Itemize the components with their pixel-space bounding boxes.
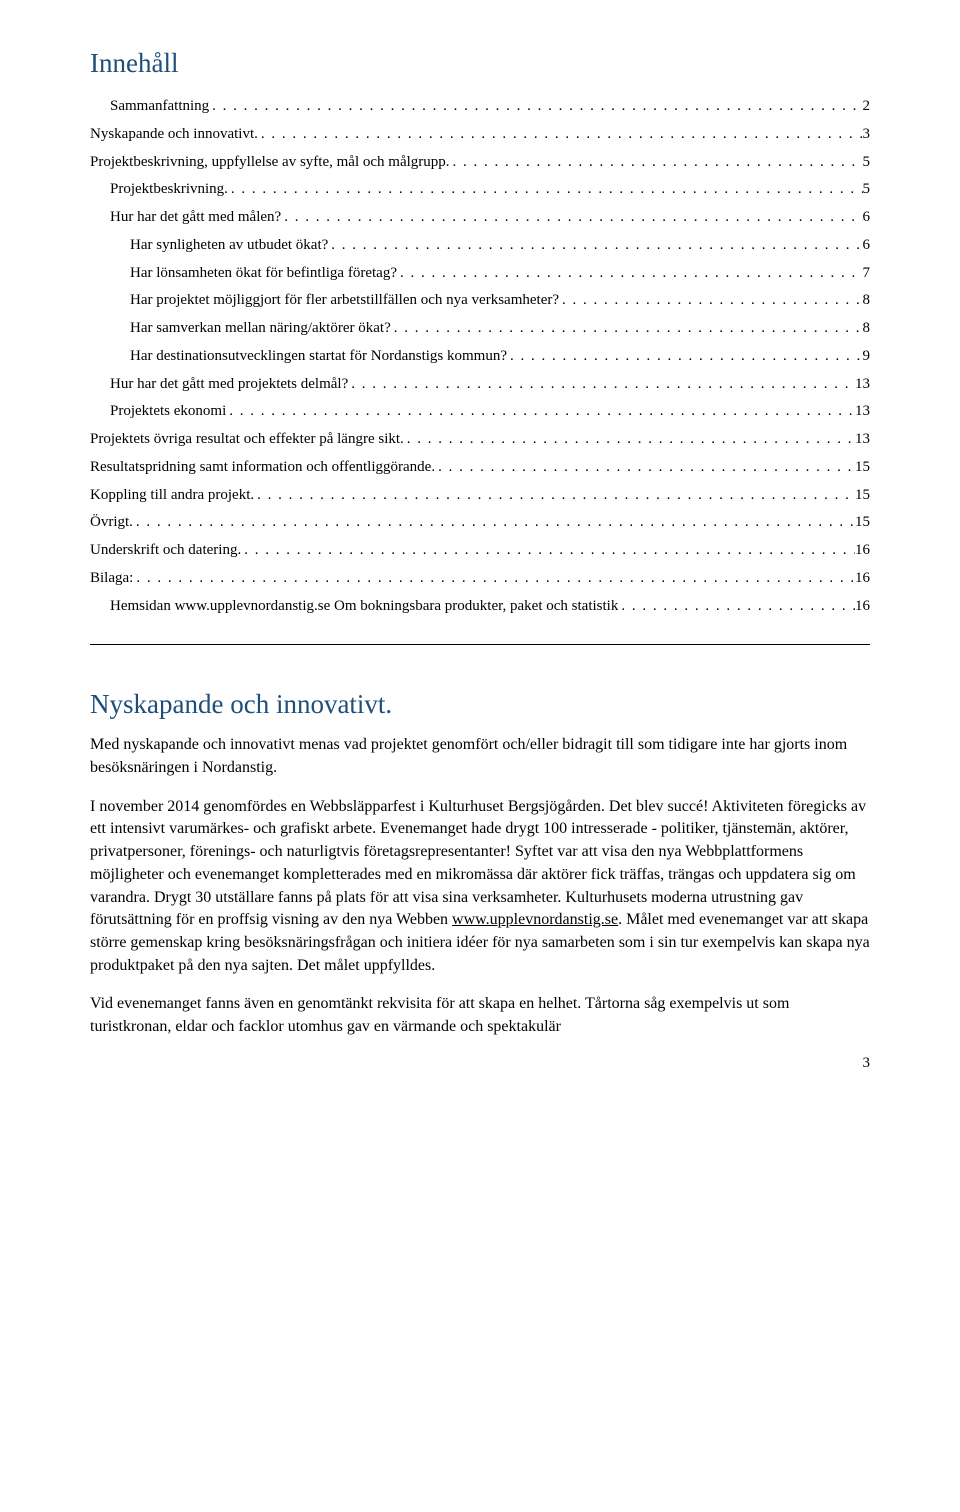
toc-entry-label: Har projektet möjliggjort för fler arbet…: [130, 287, 559, 315]
toc-entry[interactable]: Har lönsamheten ökat för befintliga före…: [90, 260, 870, 288]
toc-entry[interactable]: Har destinationsutvecklingen startat för…: [90, 343, 870, 371]
toc-entry-label: Bilaga:: [90, 565, 133, 593]
toc-entry-page: 9: [863, 343, 871, 371]
toc-entry[interactable]: Sammanfattning . . . . . . . . . . . . .…: [90, 93, 870, 121]
toc-entry-label: Projektbeskrivning.: [110, 176, 228, 204]
toc-entry[interactable]: Projektbeskrivning. . . . . . . . . . . …: [90, 176, 870, 204]
toc-entry-page: 3: [863, 121, 871, 149]
toc-entry-page: 6: [863, 204, 871, 232]
toc-entry-leader: . . . . . . . . . . . . . . . . . . . . …: [618, 593, 855, 621]
toc-entry-page: 7: [863, 260, 871, 288]
toc-entry[interactable]: Hur har det gått med målen? . . . . . . …: [90, 204, 870, 232]
toc-entry-page: 5: [863, 176, 871, 204]
toc-entry-leader: . . . . . . . . . . . . . . . . . . . . …: [133, 509, 855, 537]
toc-entry-label: Nyskapande och innovativt.: [90, 121, 258, 149]
toc-entry-label: Har lönsamheten ökat för befintliga före…: [130, 260, 397, 288]
toc-entry[interactable]: Resultatspridning samt information och o…: [90, 454, 870, 482]
toc-entry[interactable]: Har projektet möjliggjort för fler arbet…: [90, 287, 870, 315]
toc-entry-page: 16: [855, 593, 870, 621]
toc-entry-page: 16: [855, 537, 870, 565]
toc-entry-page: 6: [863, 232, 871, 260]
toc-entry-page: 15: [855, 482, 870, 510]
toc-entry-label: Projektets övriga resultat och effekter …: [90, 426, 404, 454]
page-number: 3: [90, 1055, 870, 1072]
toc-entry-leader: . . . . . . . . . . . . . . . . . . . . …: [507, 343, 863, 371]
toc-entry[interactable]: Underskrift och datering. . . . . . . . …: [90, 537, 870, 565]
toc-entry-page: 15: [855, 509, 870, 537]
toc-entry-label: Har samverkan mellan näring/aktörer ökat…: [130, 315, 391, 343]
toc-entry[interactable]: Nyskapande och innovativt. . . . . . . .…: [90, 121, 870, 149]
toc-entry-leader: . . . . . . . . . . . . . . . . . . . . …: [559, 287, 862, 315]
table-of-contents: Sammanfattning . . . . . . . . . . . . .…: [90, 93, 870, 620]
toc-entry-page: 2: [863, 93, 871, 121]
link-upplevnordanstig[interactable]: www.upplevnordanstig.se: [452, 911, 618, 928]
toc-entry[interactable]: Koppling till andra projekt. . . . . . .…: [90, 482, 870, 510]
toc-entry-leader: . . . . . . . . . . . . . . . . . . . . …: [348, 371, 855, 399]
toc-entry[interactable]: Bilaga: . . . . . . . . . . . . . . . . …: [90, 565, 870, 593]
toc-entry-leader: . . . . . . . . . . . . . . . . . . . . …: [435, 454, 855, 482]
toc-entry-label: Har synligheten av utbudet ökat?: [130, 232, 328, 260]
toc-entry[interactable]: Har synligheten av utbudet ökat? . . . .…: [90, 232, 870, 260]
toc-entry[interactable]: Projektbeskrivning, uppfyllelse av syfte…: [90, 149, 870, 177]
paragraph-2-text-a: I november 2014 genomfördes en Webbsläpp…: [90, 798, 866, 929]
toc-entry-leader: . . . . . . . . . . . . . . . . . . . . …: [281, 204, 862, 232]
toc-entry-label: Resultatspridning samt information och o…: [90, 454, 435, 482]
toc-entry[interactable]: Projektets ekonomi . . . . . . . . . . .…: [90, 398, 870, 426]
toc-entry-leader: . . . . . . . . . . . . . . . . . . . . …: [397, 260, 863, 288]
toc-entry-label: Har destinationsutvecklingen startat för…: [130, 343, 507, 371]
toc-entry-label: Koppling till andra projekt.: [90, 482, 254, 510]
toc-entry[interactable]: Projektets övriga resultat och effekter …: [90, 426, 870, 454]
toc-entry-page: 13: [855, 371, 870, 399]
toc-entry-leader: . . . . . . . . . . . . . . . . . . . . …: [228, 176, 863, 204]
toc-entry-label: Hur har det gått med målen?: [110, 204, 281, 232]
divider: [90, 644, 870, 645]
toc-entry-leader: . . . . . . . . . . . . . . . . . . . . …: [226, 398, 855, 426]
section-heading: Nyskapande och innovativt.: [90, 689, 870, 720]
toc-entry-page: 16: [855, 565, 870, 593]
toc-entry[interactable]: Övrigt. . . . . . . . . . . . . . . . . …: [90, 509, 870, 537]
paragraph-2: I november 2014 genomfördes en Webbsläpp…: [90, 796, 870, 978]
toc-entry-leader: . . . . . . . . . . . . . . . . . . . . …: [404, 426, 855, 454]
toc-entry-label: Sammanfattning: [110, 93, 209, 121]
toc-entry-leader: . . . . . . . . . . . . . . . . . . . . …: [450, 149, 863, 177]
toc-entry-page: 15: [855, 454, 870, 482]
toc-entry-page: 8: [863, 315, 871, 343]
toc-entry-leader: . . . . . . . . . . . . . . . . . . . . …: [254, 482, 855, 510]
toc-entry[interactable]: Har samverkan mellan näring/aktörer ökat…: [90, 315, 870, 343]
toc-entry-leader: . . . . . . . . . . . . . . . . . . . . …: [328, 232, 862, 260]
toc-heading: Innehåll: [90, 48, 870, 79]
toc-entry-label: Projektbeskrivning, uppfyllelse av syfte…: [90, 149, 450, 177]
toc-entry-label: Övrigt.: [90, 509, 133, 537]
paragraph-3: Vid evenemanget fanns även en genomtänkt…: [90, 993, 870, 1038]
toc-entry-label: Underskrift och datering.: [90, 537, 241, 565]
toc-entry[interactable]: Hemsidan www.upplevnordanstig.se Om bokn…: [90, 593, 870, 621]
toc-entry-page: 5: [863, 149, 871, 177]
toc-entry-leader: . . . . . . . . . . . . . . . . . . . . …: [391, 315, 863, 343]
toc-entry-page: 13: [855, 398, 870, 426]
toc-entry-page: 13: [855, 426, 870, 454]
toc-entry-leader: . . . . . . . . . . . . . . . . . . . . …: [258, 121, 863, 149]
toc-entry-leader: . . . . . . . . . . . . . . . . . . . . …: [209, 93, 862, 121]
toc-entry-leader: . . . . . . . . . . . . . . . . . . . . …: [133, 565, 855, 593]
toc-entry-label: Projektets ekonomi: [110, 398, 226, 426]
toc-entry-label: Hemsidan www.upplevnordanstig.se Om bokn…: [110, 593, 618, 621]
paragraph-1: Med nyskapande och innovativt menas vad …: [90, 734, 870, 779]
toc-entry-page: 8: [863, 287, 871, 315]
toc-entry-leader: . . . . . . . . . . . . . . . . . . . . …: [241, 537, 855, 565]
toc-entry[interactable]: Hur har det gått med projektets delmål? …: [90, 371, 870, 399]
toc-entry-label: Hur har det gått med projektets delmål?: [110, 371, 348, 399]
